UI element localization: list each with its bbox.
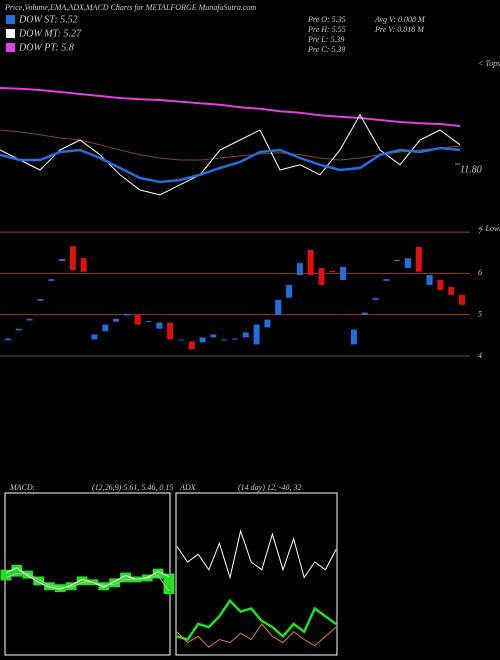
candle (134, 314, 141, 325)
candle (80, 258, 87, 272)
candle (91, 334, 98, 340)
adx-line (176, 623, 337, 648)
candle (15, 328, 22, 331)
info-text: Pre C: 5.39 (307, 45, 345, 54)
info-text: Pre H: 5.55 (307, 25, 346, 34)
legend-label: DOW MT: 5.27 (18, 28, 82, 39)
candle (437, 280, 444, 290)
candle (123, 313, 130, 316)
candle (264, 319, 271, 328)
y-tick-label: 11.80 (460, 164, 482, 175)
candle (59, 258, 66, 262)
macd-fill (120, 572, 131, 583)
candle (372, 298, 379, 300)
candle (361, 312, 368, 315)
macd-fill (11, 564, 23, 577)
macd-fill (0, 569, 12, 581)
candle (26, 318, 33, 321)
candle (350, 329, 357, 345)
info-text: Avg V: 0.008 M (374, 15, 426, 24)
legend-label: DOW PT: 5.8 (18, 42, 74, 53)
candle (69, 246, 76, 271)
macd-fill (109, 578, 121, 588)
candle (340, 266, 347, 281)
price-line (0, 146, 461, 184)
candle (145, 320, 152, 322)
candle (415, 246, 422, 272)
candle (48, 279, 55, 281)
candle (307, 249, 314, 276)
info-text: Pre V: 0.018 M (374, 25, 425, 34)
macd-fill (65, 582, 77, 591)
annotation: < Lows (478, 224, 500, 233)
candle (318, 268, 325, 285)
candle (5, 338, 11, 341)
candle (232, 338, 238, 340)
candle (102, 324, 109, 332)
candle (459, 294, 465, 305)
candle (286, 284, 293, 298)
panel-subtitle: (14 day) 12, -40, 32 (238, 483, 302, 492)
candle (210, 334, 217, 338)
candle (156, 322, 163, 329)
macd-fill (163, 573, 175, 595)
candle (253, 324, 260, 345)
y-tick-label: 4 (478, 351, 482, 360)
macd-fill (44, 582, 55, 591)
panel-title: ADX (179, 483, 197, 492)
candle (177, 339, 184, 341)
candle (113, 318, 120, 322)
legend-swatch (6, 43, 15, 52)
legend-swatch (6, 15, 15, 24)
panel-subtitle: (12,26,9) 5.61, 5.46, 0.15 (92, 483, 173, 492)
info-text: Pre L: 5.39 (307, 35, 344, 44)
candle (296, 263, 303, 276)
price-line (0, 87, 461, 127)
candle (394, 259, 401, 262)
panel-title: MACD: (9, 483, 36, 492)
macd-fill (33, 576, 45, 586)
macd-fill (152, 568, 164, 579)
y-tick-label: 6 (478, 268, 482, 277)
candle (37, 299, 44, 301)
legend-swatch (6, 29, 15, 38)
candle (404, 258, 411, 269)
macd-fill (98, 582, 110, 591)
candle (448, 287, 455, 295)
y-tick-label: 5 (478, 310, 482, 319)
candle (199, 337, 206, 343)
info-text: Pre O: 5.35 (307, 15, 346, 24)
legend-label: DOW ST: 5.52 (18, 14, 78, 25)
adx-line (176, 529, 337, 580)
candle (426, 275, 433, 285)
candle (329, 270, 336, 272)
candle (188, 341, 195, 350)
macd-fill (54, 584, 66, 593)
macd-fill (76, 576, 88, 586)
annotation: < Tops (478, 59, 500, 68)
candle (275, 299, 282, 315)
candle (242, 332, 249, 338)
y-tick-label: 7 (478, 227, 483, 236)
candle (383, 279, 390, 281)
candle (221, 339, 228, 341)
price-line (0, 113, 461, 196)
adx-line (176, 598, 337, 641)
macd-line (5, 573, 170, 592)
adx-panel (175, 492, 338, 656)
macd-fill (22, 570, 34, 579)
page-title: Price,Volume,EMA,ADX,MACD Charts for MET… (4, 3, 256, 12)
candle (167, 322, 174, 340)
